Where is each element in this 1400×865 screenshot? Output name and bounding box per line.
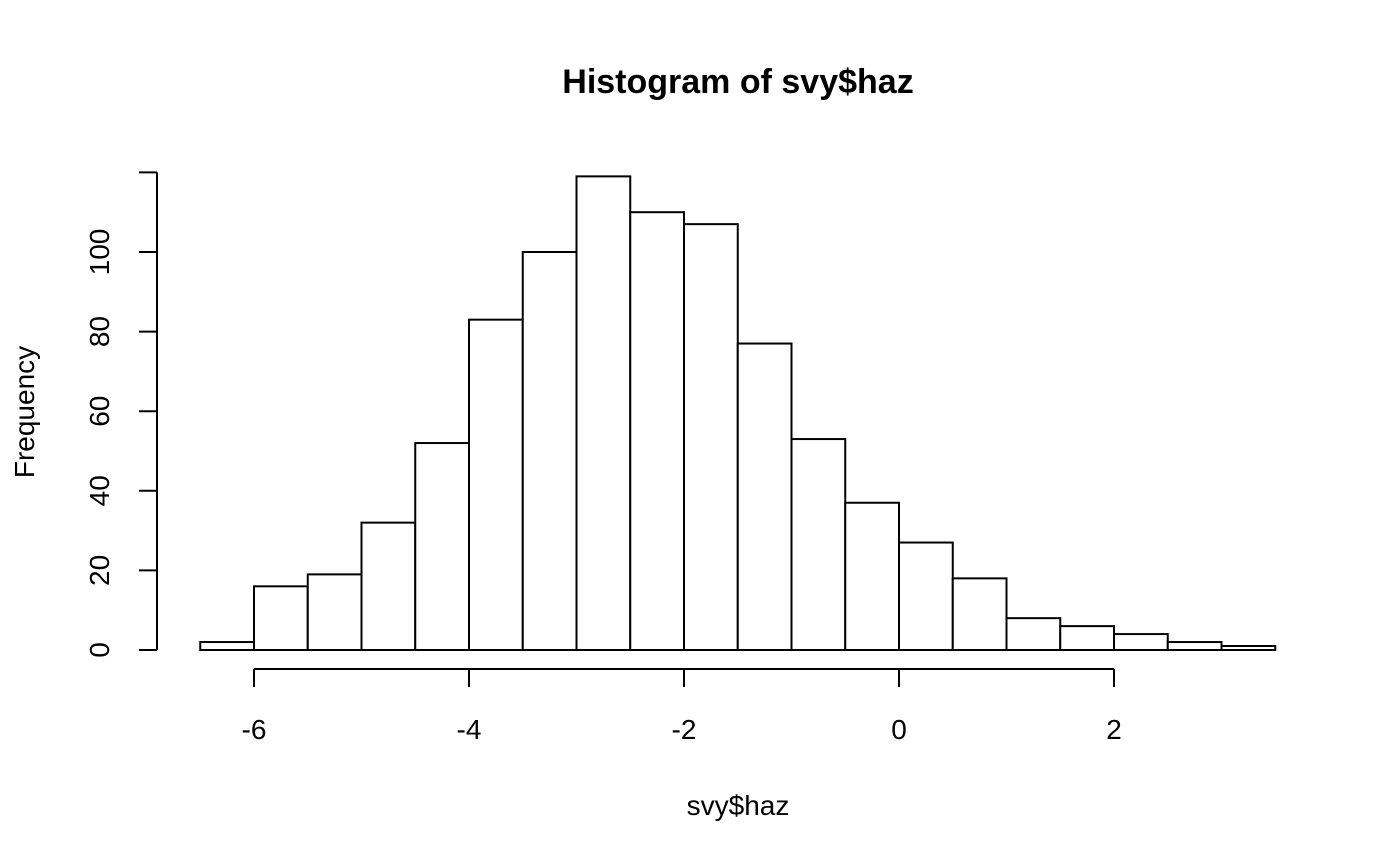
- histogram-bar: [1113, 633, 1169, 652]
- histogram-bar: [629, 211, 685, 651]
- y-tick-label: 40: [84, 475, 115, 506]
- histogram-bar: [575, 175, 632, 651]
- histogram-bar: [951, 577, 1008, 651]
- y-axis: 0 20 40 60 80 100: [84, 171, 158, 658]
- x-tick-label: -2: [672, 714, 697, 745]
- histogram-bar: [360, 521, 417, 652]
- histogram-bar: [253, 585, 309, 652]
- y-tick-label: 80: [84, 316, 115, 347]
- bars-group: [199, 175, 1277, 652]
- histogram-bar: [1220, 645, 1277, 652]
- chart-title: Histogram of svy$haz: [562, 63, 913, 101]
- x-axis: -6 -4 -2 0 2: [242, 668, 1122, 745]
- histogram-bar: [468, 318, 524, 651]
- histogram-bar: [1166, 641, 1223, 651]
- histogram-bar: [306, 573, 363, 652]
- histogram-bar: [199, 641, 255, 651]
- histogram-bar: [683, 223, 739, 651]
- y-axis-label: Frequency: [9, 346, 40, 478]
- histogram-bar: [898, 541, 954, 651]
- histogram-bar: [1005, 617, 1062, 651]
- histogram-bar: [521, 251, 578, 651]
- y-tick-label: 60: [84, 396, 115, 427]
- histogram-bar: [736, 342, 793, 651]
- histogram-bar: [1059, 625, 1115, 651]
- histogram-bar: [790, 438, 847, 651]
- x-tick-label: 0: [891, 714, 907, 745]
- y-tick-label: 20: [84, 555, 115, 586]
- y-tick-label: 0: [84, 642, 115, 658]
- histogram-bar: [414, 442, 470, 652]
- x-tick-label: -4: [457, 714, 482, 745]
- y-tick-label: 100: [84, 229, 115, 276]
- x-tick-label: -6: [242, 714, 267, 745]
- x-tick-label: 2: [1106, 714, 1122, 745]
- x-axis-label: svy$haz: [687, 790, 790, 821]
- histogram-bar: [844, 501, 900, 651]
